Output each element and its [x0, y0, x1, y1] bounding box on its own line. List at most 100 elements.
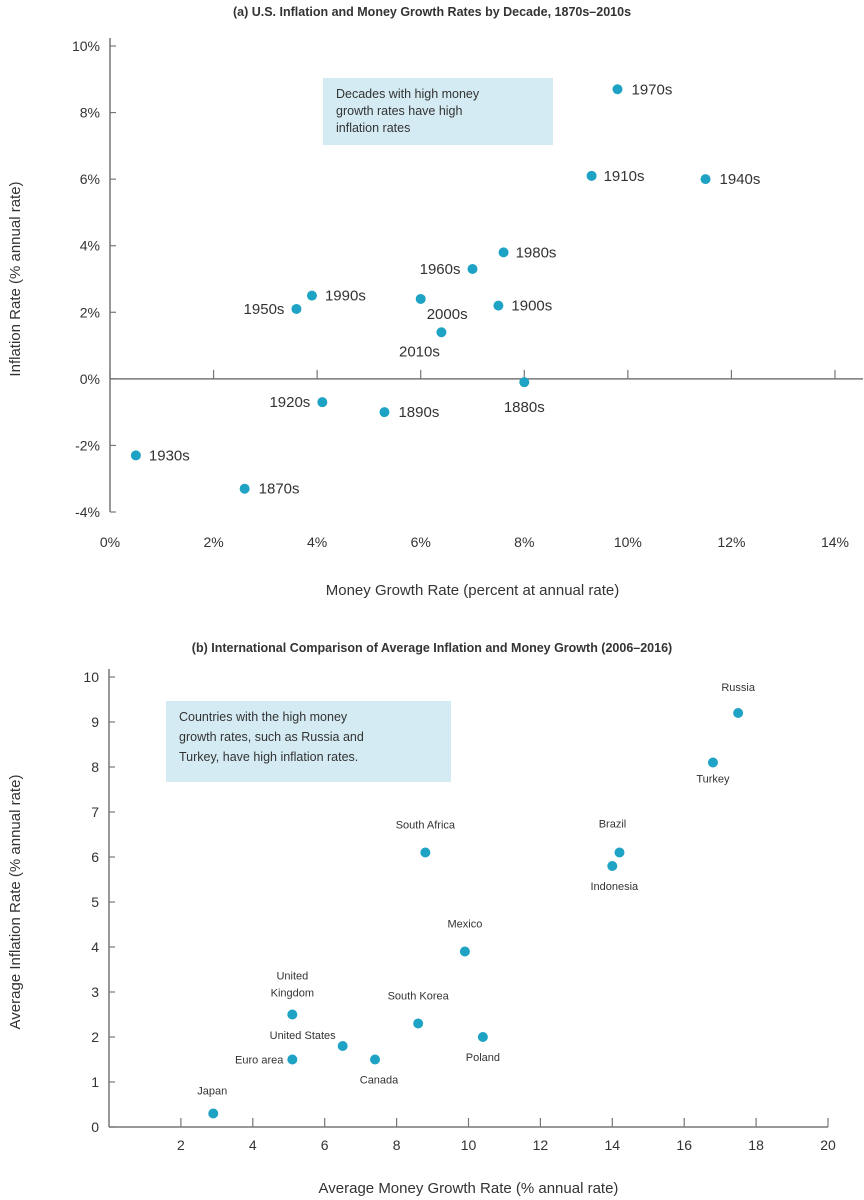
- point-label: Poland: [466, 1052, 500, 1064]
- point-label: South Africa: [396, 820, 456, 832]
- y-tick-label: 0%: [80, 371, 100, 387]
- point-label: Indonesia: [590, 881, 639, 893]
- point-label: 1870s: [259, 481, 300, 498]
- point-label: 1900s: [511, 298, 552, 315]
- y-tick-label: 10%: [72, 38, 100, 54]
- x-tick-label: 12: [533, 1137, 549, 1153]
- data-point: [208, 1108, 219, 1119]
- x-tick-label: 16: [676, 1137, 692, 1153]
- point-label: 1940s: [720, 171, 761, 188]
- x-tick-label: 8: [393, 1137, 401, 1153]
- data-point: [498, 247, 509, 258]
- x-tick-label: 2: [177, 1137, 185, 1153]
- point-label: 1880s: [504, 399, 545, 416]
- point-label: Russia: [721, 682, 756, 694]
- point-label: Turkey: [696, 774, 730, 786]
- chart-title: (a) U.S. Inflation and Money Growth Rate…: [233, 5, 631, 19]
- data-point: [130, 450, 141, 461]
- point-label: 2000s: [427, 306, 468, 323]
- y-tick-label: 10: [83, 669, 99, 685]
- y-tick-label: -2%: [75, 437, 100, 453]
- point-label: 1990s: [325, 288, 366, 305]
- data-point: [607, 861, 618, 871]
- data-point: [317, 397, 328, 408]
- data-point: [287, 1054, 298, 1065]
- data-point: [239, 483, 250, 494]
- data-point: [370, 1054, 381, 1065]
- y-tick-label: 4: [91, 939, 99, 955]
- y-tick-label: 1: [91, 1074, 99, 1090]
- y-tick-label: -4%: [75, 504, 100, 520]
- point-label: 1970s: [632, 81, 673, 98]
- y-tick-label: 8: [91, 759, 99, 775]
- annotation-text: inflation rates: [336, 121, 410, 135]
- point-label: Euro area: [235, 1055, 284, 1067]
- annotation-text: growth rates have high: [336, 104, 463, 118]
- y-tick-label: 7: [91, 804, 99, 820]
- y-axis-label: Average Inflation Rate (% annual rate): [7, 775, 24, 1030]
- annotation-text: Decades with high money: [336, 87, 480, 101]
- y-axis-label: Inflation Rate (% annual rate): [7, 181, 24, 376]
- y-tick-label: 4%: [80, 238, 100, 254]
- point-label: 2010s: [399, 343, 440, 360]
- data-point: [420, 847, 431, 858]
- x-tick-label: 14: [605, 1137, 621, 1153]
- data-point: [733, 708, 744, 718]
- point-label: United States: [270, 1030, 337, 1042]
- x-tick-label: 2%: [203, 534, 223, 550]
- x-tick-label: 20: [820, 1137, 836, 1153]
- x-tick-label: 12%: [717, 534, 745, 550]
- x-tick-label: 10%: [614, 534, 642, 550]
- data-point: [379, 407, 390, 418]
- x-axis-label: Money Growth Rate (percent at annual rat…: [326, 582, 619, 599]
- point-label: United: [276, 971, 308, 983]
- x-tick-label: 6%: [411, 534, 431, 550]
- point-label: 1890s: [398, 404, 439, 421]
- point-label: 1960s: [420, 261, 461, 278]
- x-tick-label: 18: [748, 1137, 764, 1153]
- point-label: Kingdom: [271, 988, 314, 1000]
- y-tick-label: 0: [91, 1119, 99, 1135]
- annotation-box: [323, 78, 553, 145]
- data-point: [415, 293, 426, 304]
- data-point: [477, 1032, 488, 1042]
- point-label: Brazil: [599, 819, 627, 831]
- x-tick-label: 8%: [514, 534, 534, 550]
- x-tick-label: 14%: [821, 534, 849, 550]
- point-label: 1920s: [269, 394, 310, 411]
- y-tick-label: 6: [91, 849, 99, 865]
- data-point: [436, 327, 447, 338]
- point-label: Mexico: [447, 919, 482, 931]
- chart-title: (b) International Comparison of Average …: [192, 641, 672, 655]
- point-label: 1910s: [604, 168, 645, 185]
- data-point: [493, 300, 504, 311]
- data-point: [614, 847, 625, 858]
- data-point: [700, 174, 711, 185]
- data-point: [291, 303, 302, 314]
- point-label: 1950s: [244, 301, 285, 318]
- annotation-text: Countries with the high money: [179, 710, 348, 724]
- x-tick-label: 10: [461, 1137, 477, 1153]
- data-point: [467, 264, 478, 275]
- data-point: [586, 170, 597, 181]
- y-tick-label: 8%: [80, 105, 100, 121]
- y-tick-label: 9: [91, 714, 99, 730]
- data-point: [519, 377, 530, 388]
- annotation-box: [166, 701, 451, 782]
- y-tick-label: 2%: [80, 304, 100, 320]
- y-tick-label: 6%: [80, 171, 100, 187]
- data-point: [306, 290, 317, 301]
- annotation-text: growth rates, such as Russia and: [179, 730, 364, 744]
- data-point: [459, 946, 470, 957]
- x-axis-label: Average Money Growth Rate (% annual rate…: [319, 1180, 619, 1197]
- data-point: [707, 757, 718, 768]
- point-label: 1930s: [149, 447, 190, 464]
- y-tick-label: 5: [91, 894, 99, 910]
- data-point: [287, 1009, 298, 1020]
- x-tick-label: 4%: [307, 534, 327, 550]
- y-tick-label: 2: [91, 1029, 99, 1045]
- data-point: [612, 84, 623, 95]
- annotation-text: Turkey, have high inflation rates.: [179, 750, 358, 764]
